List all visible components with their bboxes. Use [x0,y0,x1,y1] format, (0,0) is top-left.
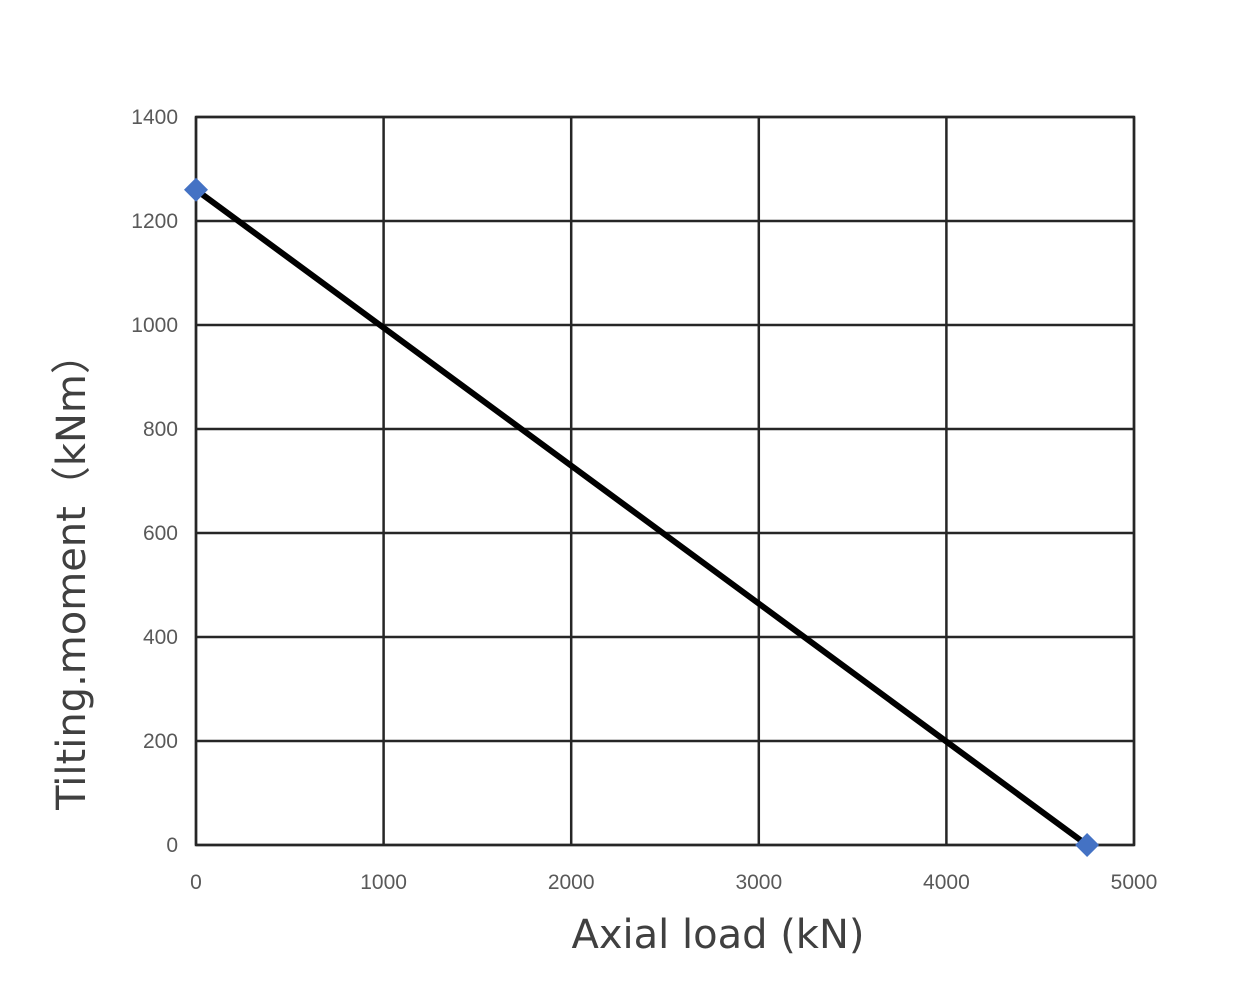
x-tick-label: 4000 [923,871,970,894]
series-line [193,186,1091,848]
y-tick-label: 1000 [131,314,178,337]
x-tick-labels: 0 1000 2000 3000 4000 5000 [190,871,1157,894]
y-tick-label: 1400 [131,106,178,129]
x-tick-label: 1000 [360,871,407,894]
y-axis-title: Tilting.moment（kNm） [49,334,95,811]
y-tick-label: 1200 [131,210,178,233]
y-tick-labels: 0 200 400 600 800 1000 1200 1400 [131,106,178,857]
grid [194,115,1136,847]
x-axis-title: Axial load (kN) [572,912,865,958]
data-point-marker [1075,833,1100,857]
plot-area-frame [194,115,1136,847]
data-point-marker [184,177,208,202]
x-tick-label: 3000 [735,871,782,894]
series-layer [184,177,1100,857]
x-tick-label: 0 [190,871,202,894]
y-tick-label: 0 [166,834,178,857]
x-tick-label: 5000 [1111,871,1158,894]
y-tick-label: 600 [143,522,178,545]
y-tick-label: 400 [143,626,178,649]
y-tick-label: 200 [143,730,178,753]
y-tick-label: 800 [143,418,178,441]
x-tick-label: 2000 [548,871,595,894]
